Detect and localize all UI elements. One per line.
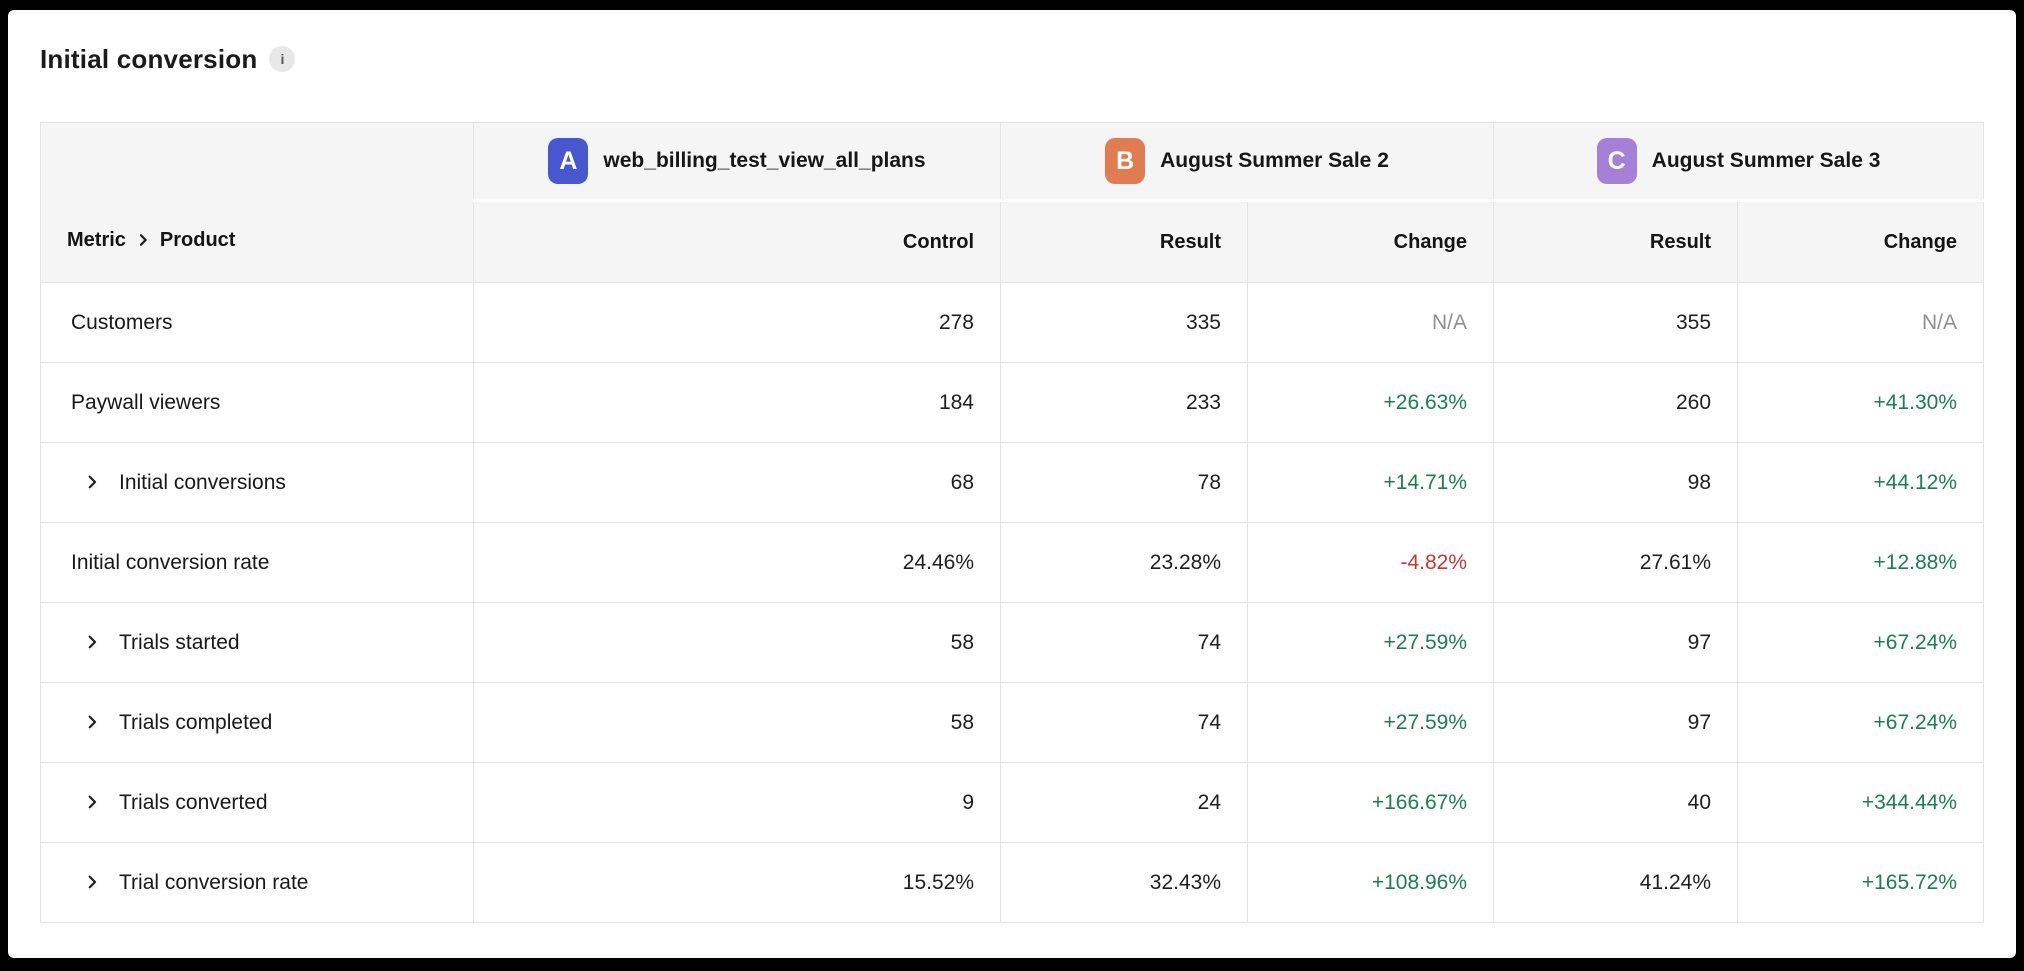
row-label: Paywall viewers (71, 390, 221, 414)
b-change-value: +27.59% (1246, 602, 1495, 683)
chevron-right-icon (139, 233, 147, 246)
expand-chevron-right-icon[interactable] (83, 633, 101, 657)
b-change-value: +108.96% (1246, 842, 1495, 923)
row-label: Trial conversion rate (119, 870, 309, 894)
c-result-value: 41.24% (1493, 842, 1739, 923)
c-result-value: 260 (1493, 362, 1739, 443)
expand-chevron-right-icon[interactable] (83, 713, 101, 737)
column-header-c-result: Result (1493, 200, 1739, 283)
control-value: 24.46% (473, 522, 1001, 603)
c-change-value: +67.24% (1737, 602, 1985, 683)
b-change-value: N/A (1246, 282, 1495, 363)
c-result-value: 97 (1493, 682, 1739, 763)
table-row-initial-conversions: Initial conversions 68 78 +14.71% 98 +44… (40, 442, 1985, 523)
c-change-value: +165.72% (1737, 842, 1985, 923)
column-header-b-result: Result (1000, 200, 1248, 283)
table-row-initial-conversion-rate: Initial conversion rate 24.46% 23.28% -4… (40, 522, 1985, 603)
table-row-customers: Customers 278 335 N/A 355 N/A (40, 282, 1985, 363)
table-row-trials-completed: Trials completed 58 74 +27.59% 97 +67.24… (40, 682, 1985, 763)
control-value: 58 (473, 602, 1001, 683)
variant-a-header: A web_billing_test_view_all_plans (473, 122, 1001, 202)
c-change-value: N/A (1737, 282, 1985, 363)
row-label: Initial conversion rate (71, 550, 270, 574)
info-icon[interactable]: i (269, 46, 296, 72)
variant-header-row: Metric Product A web_billing_test_view_al… (40, 122, 1985, 283)
row-label: Customers (71, 310, 173, 334)
b-result-value: 335 (1000, 282, 1248, 363)
variant-b-header: B August Summer Sale 2 (999, 122, 1495, 202)
c-change-value: +44.12% (1737, 442, 1985, 523)
page-title: Initial conversion (40, 43, 258, 74)
c-result-value: 27.61% (1493, 522, 1739, 603)
c-change-value: +67.24% (1737, 682, 1985, 763)
table-row-paywall-viewers: Paywall viewers 184 233 +26.63% 260 +41.… (40, 362, 1985, 443)
variant-c-name: August Summer Sale 3 (1651, 149, 1881, 172)
control-value: 184 (473, 362, 1001, 443)
row-label: Trials completed (119, 710, 273, 734)
column-header-b-change: Change (1246, 200, 1495, 283)
table-row-trials-started: Trials started 58 74 +27.59% 97 +67.24% (40, 602, 1985, 683)
c-result-value: 98 (1493, 442, 1739, 523)
table-row-trials-converted: Trials converted 9 24 +166.67% 40 +344.4… (40, 762, 1985, 843)
expand-chevron-right-icon[interactable] (83, 793, 101, 817)
expand-chevron-right-icon[interactable] (83, 473, 101, 497)
c-change-value: +344.44% (1737, 762, 1985, 843)
control-value: 68 (473, 442, 1001, 523)
c-result-value: 355 (1493, 282, 1739, 363)
b-result-value: 24 (1000, 762, 1248, 843)
control-value: 278 (473, 282, 1001, 363)
c-result-value: 40 (1493, 762, 1739, 843)
b-result-value: 23.28% (1000, 522, 1248, 603)
breadcrumb-product: Product (159, 229, 236, 251)
table-row-trial-conversion-rate: Trial conversion rate 15.52% 32.43% +108… (40, 842, 1985, 923)
b-change-value: +27.59% (1246, 682, 1495, 763)
b-result-value: 74 (1000, 602, 1248, 683)
variant-a-name: web_billing_test_view_all_plans (603, 149, 926, 172)
variant-a-badge: A (548, 138, 589, 184)
c-result-value: 97 (1493, 602, 1739, 683)
c-change-value: +12.88% (1737, 522, 1985, 603)
row-label: Initial conversions (119, 470, 286, 494)
column-header-control: Control (473, 200, 1001, 283)
control-value: 9 (473, 762, 1001, 843)
variant-b-badge: B (1105, 138, 1146, 184)
b-result-value: 78 (1000, 442, 1248, 523)
control-value: 15.52% (473, 842, 1001, 923)
breadcrumb-metric: Metric (67, 229, 126, 251)
row-label: Trials started (119, 630, 240, 654)
experiment-results-panel: Initial conversion i Metric Product A web… (8, 10, 2016, 958)
b-change-value: +14.71% (1246, 442, 1495, 523)
c-change-value: +41.30% (1737, 362, 1985, 443)
variant-b-name: August Summer Sale 2 (1160, 149, 1389, 172)
row-label: Trials converted (119, 790, 268, 814)
control-value: 58 (473, 682, 1001, 763)
b-change-value: -4.82% (1246, 522, 1495, 603)
b-result-value: 32.43% (1000, 842, 1248, 923)
b-change-value: +166.67% (1246, 762, 1495, 843)
b-result-value: 74 (1000, 682, 1248, 763)
b-result-value: 233 (1000, 362, 1248, 443)
column-header-row: Control Result Change Result Change (41, 200, 1985, 283)
metrics-table: Metric Product A web_billing_test_view_al… (40, 122, 1985, 923)
variant-c-badge: C (1596, 138, 1637, 184)
column-header-c-change: Change (1737, 200, 1985, 283)
b-change-value: +26.63% (1246, 362, 1495, 443)
metric-product-header: Metric Product (40, 122, 474, 283)
page-header: Initial conversion i (8, 10, 2016, 86)
variant-c-header: C August Summer Sale 3 (1493, 122, 1985, 202)
expand-chevron-right-icon[interactable] (83, 873, 101, 897)
